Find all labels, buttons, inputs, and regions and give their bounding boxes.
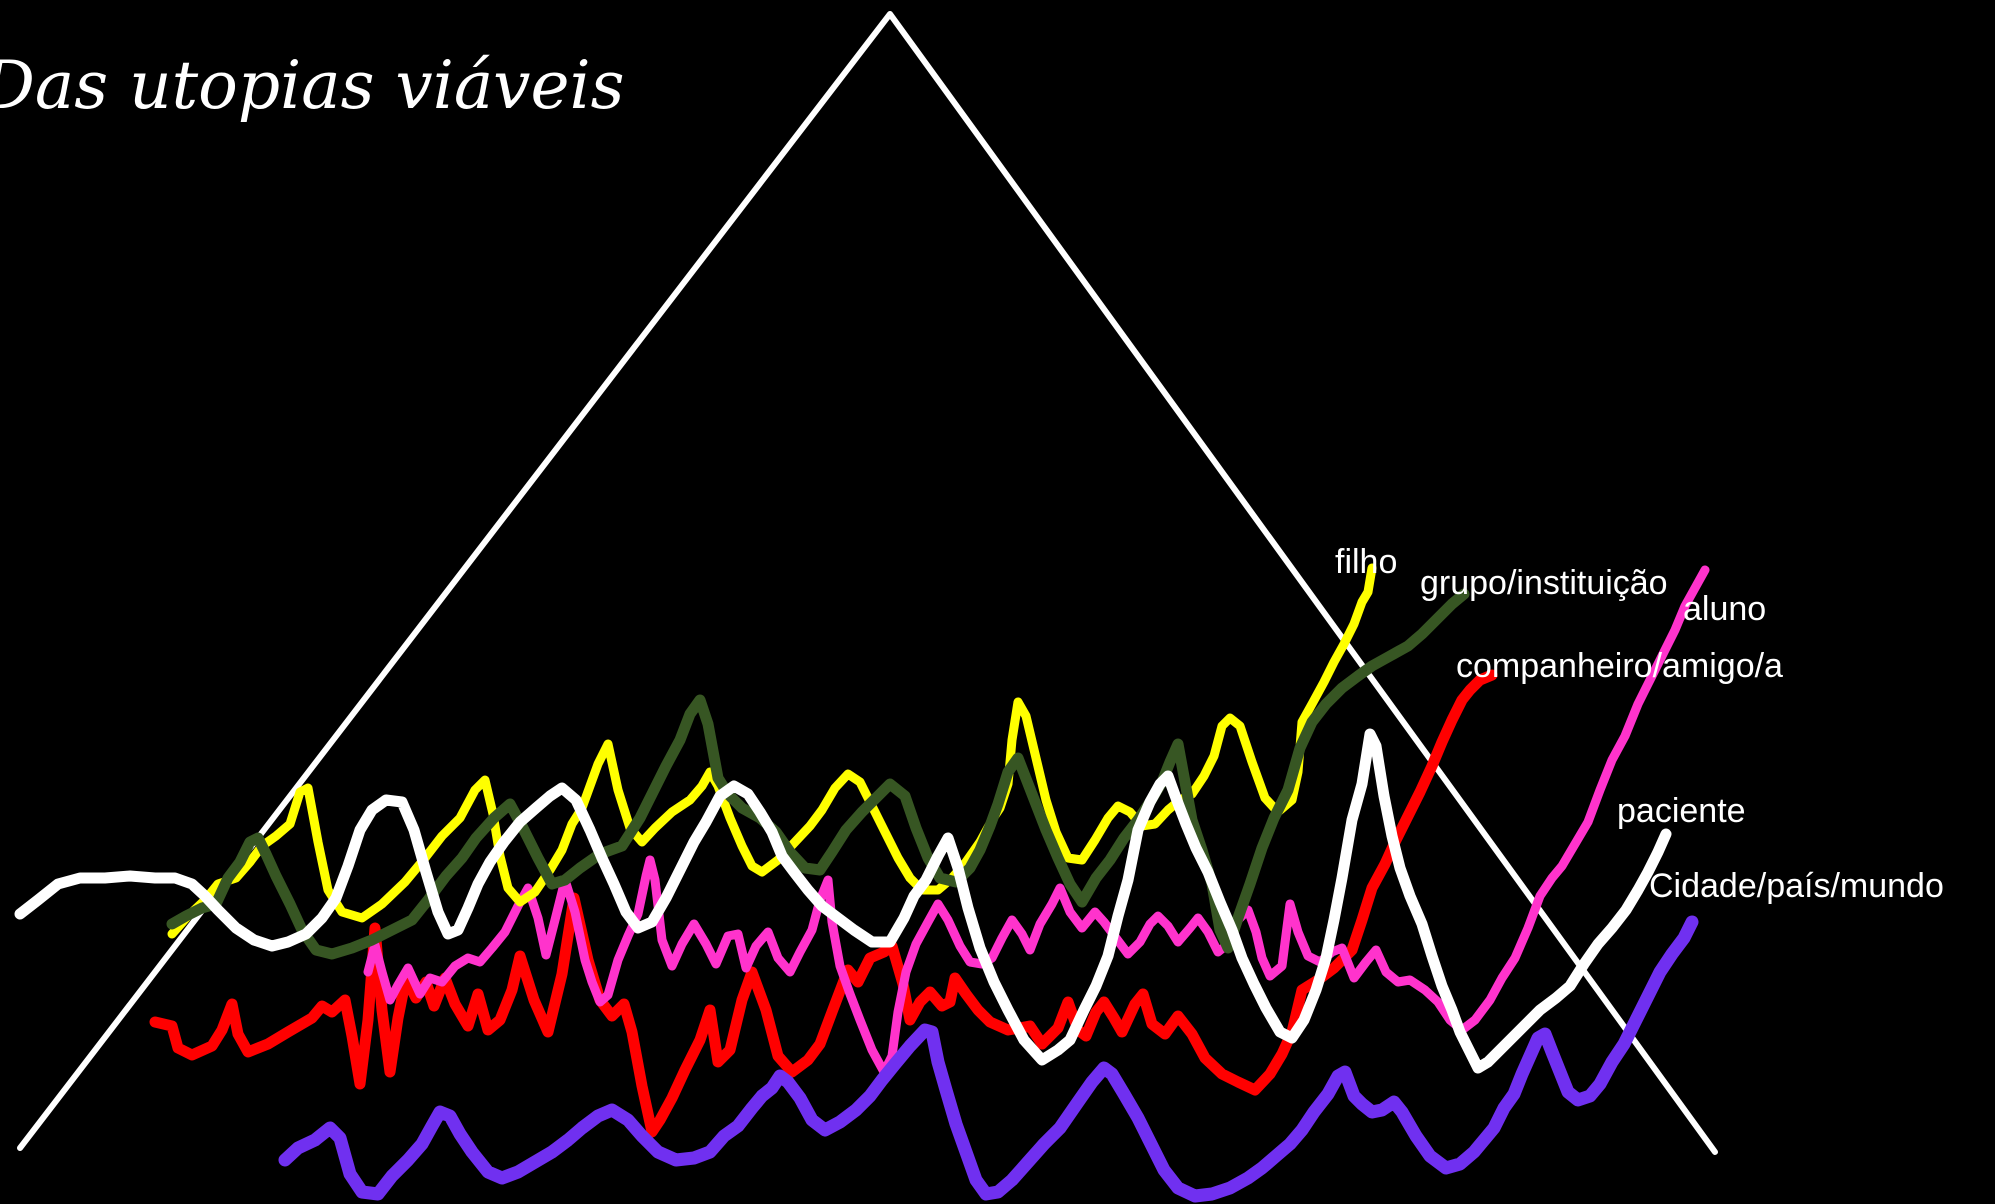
line-filho — [167, 563, 1377, 939]
pyramid-triangle — [17, 11, 1718, 1155]
label-grupo: grupo/instituição — [1420, 564, 1668, 602]
label-cidade: Cidade/país/mundo — [1649, 867, 1944, 905]
line-grupo — [166, 588, 1470, 960]
label-companheiro: companheiro/amigo/a — [1456, 647, 1783, 685]
label-paciente: paciente — [1617, 792, 1746, 830]
label-filho: filho — [1335, 543, 1397, 581]
slide-title: Das utopias viáveis — [0, 47, 625, 124]
line-companheiro — [149, 669, 1498, 1138]
line-paciente — [14, 728, 1672, 1074]
wavy-lines — [14, 563, 1710, 1203]
line-labels: filho grupo/instituição aluno companheir… — [1335, 543, 1944, 905]
label-aluno: aluno — [1683, 590, 1766, 628]
line-aluno — [363, 565, 1710, 1077]
line-cidade — [278, 915, 1699, 1203]
